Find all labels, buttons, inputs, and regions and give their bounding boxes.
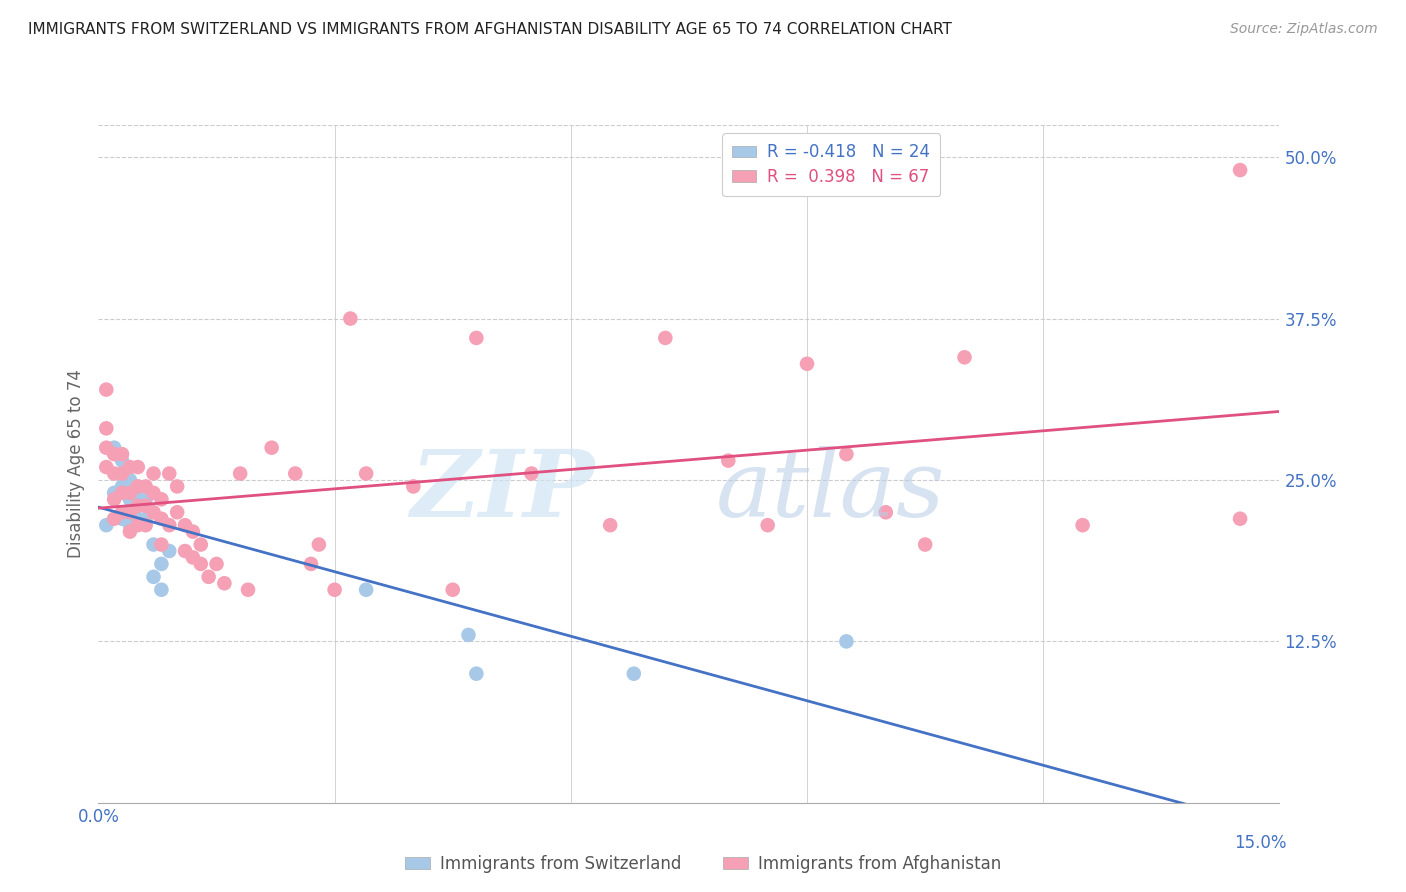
Point bbox=[118, 492, 141, 507]
Point bbox=[111, 505, 134, 519]
Point bbox=[118, 460, 141, 475]
Point bbox=[111, 467, 134, 481]
Point bbox=[953, 351, 976, 365]
Point bbox=[796, 357, 818, 371]
Point bbox=[142, 570, 165, 584]
Point bbox=[150, 582, 173, 597]
Point bbox=[142, 505, 165, 519]
Point bbox=[118, 518, 141, 533]
Point bbox=[1071, 518, 1094, 533]
Point bbox=[181, 524, 204, 539]
Point bbox=[174, 544, 197, 558]
Point bbox=[103, 512, 125, 526]
Point bbox=[190, 537, 212, 551]
Point bbox=[103, 486, 125, 500]
Point bbox=[166, 479, 188, 493]
Point bbox=[118, 505, 141, 519]
Text: Source: ZipAtlas.com: Source: ZipAtlas.com bbox=[1230, 22, 1378, 37]
Point bbox=[157, 467, 180, 481]
Point bbox=[717, 453, 740, 467]
Point bbox=[127, 499, 149, 513]
Point bbox=[599, 518, 621, 533]
Point bbox=[142, 486, 165, 500]
Point bbox=[835, 634, 858, 648]
Text: ZIP: ZIP bbox=[411, 446, 595, 536]
Point bbox=[127, 479, 149, 493]
Point bbox=[441, 582, 464, 597]
Point bbox=[135, 512, 157, 526]
Point bbox=[284, 467, 307, 481]
Point bbox=[127, 479, 149, 493]
Point bbox=[197, 570, 219, 584]
Point bbox=[127, 492, 149, 507]
Point bbox=[118, 473, 141, 487]
Point bbox=[135, 518, 157, 533]
Point bbox=[190, 557, 212, 571]
Text: 15.0%: 15.0% bbox=[1234, 834, 1286, 852]
Point bbox=[150, 557, 173, 571]
Point bbox=[229, 467, 252, 481]
Point bbox=[402, 479, 425, 493]
Point bbox=[236, 582, 259, 597]
Point bbox=[96, 441, 118, 455]
Point bbox=[118, 524, 141, 539]
Point bbox=[1229, 512, 1251, 526]
Point bbox=[111, 447, 134, 461]
Point bbox=[103, 441, 125, 455]
Point bbox=[157, 518, 180, 533]
Point bbox=[205, 557, 228, 571]
Point bbox=[96, 421, 118, 435]
Point bbox=[457, 628, 479, 642]
Point bbox=[1229, 163, 1251, 178]
Point bbox=[308, 537, 330, 551]
Point bbox=[875, 505, 897, 519]
Point bbox=[118, 486, 141, 500]
Point bbox=[214, 576, 236, 591]
Point bbox=[339, 311, 361, 326]
Point bbox=[103, 492, 125, 507]
Point bbox=[150, 537, 173, 551]
Point bbox=[111, 453, 134, 467]
Legend: Immigrants from Switzerland, Immigrants from Afghanistan: Immigrants from Switzerland, Immigrants … bbox=[398, 848, 1008, 880]
Point bbox=[96, 460, 118, 475]
Point bbox=[166, 505, 188, 519]
Point bbox=[111, 479, 134, 493]
Point bbox=[299, 557, 322, 571]
Point bbox=[181, 550, 204, 565]
Point bbox=[96, 383, 118, 397]
Point bbox=[111, 486, 134, 500]
Point bbox=[623, 666, 645, 681]
Point bbox=[354, 582, 377, 597]
Point bbox=[260, 441, 283, 455]
Point bbox=[354, 467, 377, 481]
Point bbox=[135, 499, 157, 513]
Point bbox=[465, 331, 488, 345]
Point bbox=[142, 467, 165, 481]
Point bbox=[323, 582, 346, 597]
Legend: R = -0.418   N = 24, R =  0.398   N = 67: R = -0.418 N = 24, R = 0.398 N = 67 bbox=[723, 133, 941, 196]
Point bbox=[103, 447, 125, 461]
Point bbox=[135, 479, 157, 493]
Y-axis label: Disability Age 65 to 74: Disability Age 65 to 74 bbox=[66, 369, 84, 558]
Point bbox=[654, 331, 676, 345]
Point bbox=[127, 512, 149, 526]
Point bbox=[103, 467, 125, 481]
Point bbox=[157, 544, 180, 558]
Point bbox=[835, 447, 858, 461]
Point bbox=[465, 666, 488, 681]
Point bbox=[914, 537, 936, 551]
Point bbox=[142, 537, 165, 551]
Point bbox=[127, 518, 149, 533]
Point bbox=[150, 512, 173, 526]
Text: IMMIGRANTS FROM SWITZERLAND VS IMMIGRANTS FROM AFGHANISTAN DISABILITY AGE 65 TO : IMMIGRANTS FROM SWITZERLAND VS IMMIGRANT… bbox=[28, 22, 952, 37]
Text: atlas: atlas bbox=[716, 446, 945, 536]
Point bbox=[756, 518, 779, 533]
Point bbox=[150, 492, 173, 507]
Point bbox=[520, 467, 543, 481]
Point bbox=[174, 518, 197, 533]
Point bbox=[127, 460, 149, 475]
Point bbox=[135, 492, 157, 507]
Point bbox=[96, 518, 118, 533]
Point bbox=[111, 512, 134, 526]
